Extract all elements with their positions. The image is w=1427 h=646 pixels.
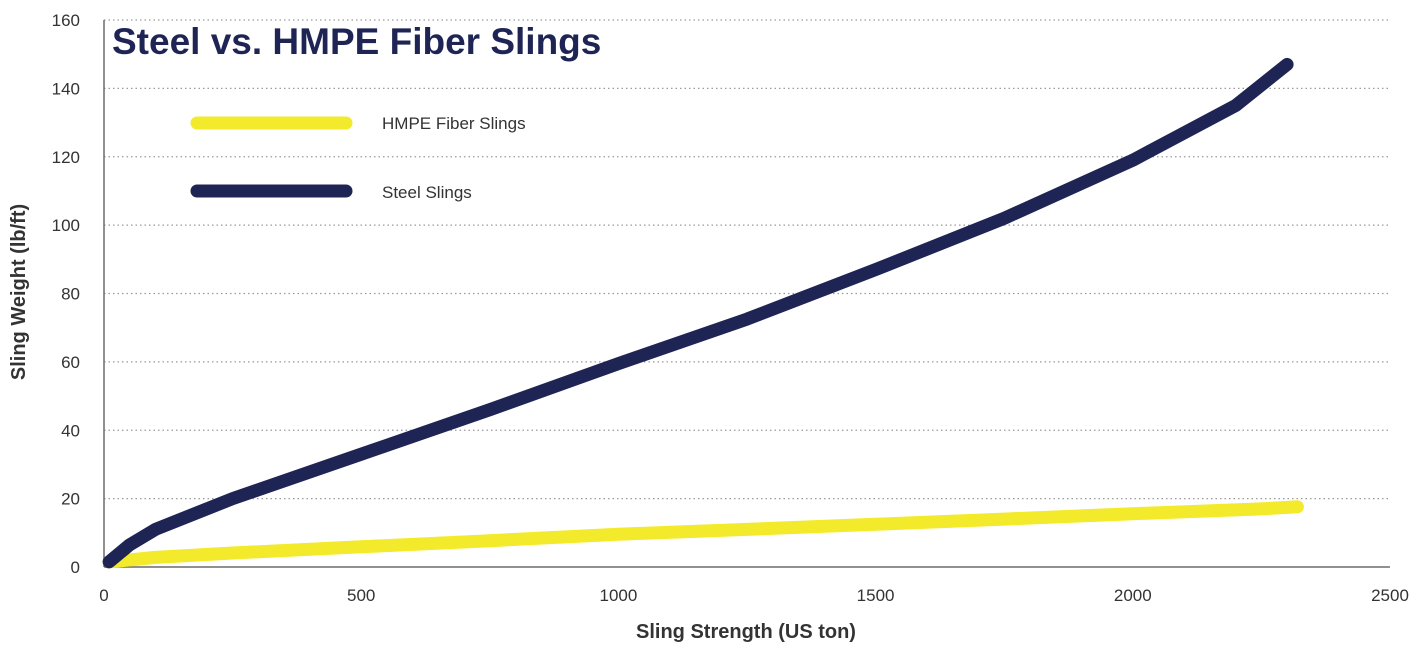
y-tick-label: 60	[61, 353, 80, 372]
legend: HMPE Fiber Slings Steel Slings	[190, 114, 526, 202]
x-tick-labels: 0 500 1000 1500 2000 2500	[99, 586, 1409, 605]
y-tick-label: 100	[52, 216, 80, 235]
y-tick-label: 20	[61, 490, 80, 509]
x-tick-label: 0	[99, 586, 108, 605]
x-tick-label: 1000	[599, 586, 637, 605]
legend-label-hmpe: HMPE Fiber Slings	[382, 114, 526, 133]
y-tick-label: 40	[61, 421, 80, 440]
y-tick-label: 140	[52, 79, 80, 98]
series-lines	[102, 57, 1304, 569]
x-tick-label: 1500	[857, 586, 895, 605]
gridlines	[104, 19, 1390, 500]
y-tick-label: 160	[52, 11, 80, 30]
x-tick-label: 2000	[1114, 586, 1152, 605]
y-tick-label: 120	[52, 148, 80, 167]
y-tick-label: 0	[71, 558, 80, 577]
legend-label-steel: Steel Slings	[382, 183, 472, 202]
y-tick-labels: 0 20 40 60 80 100 120 140 160	[52, 11, 80, 577]
x-axis-title: Sling Strength (US ton)	[636, 621, 856, 643]
series-line-steel	[102, 57, 1294, 569]
x-tick-label: 2500	[1371, 586, 1409, 605]
series-line-hmpe	[102, 500, 1304, 569]
y-axis-title: Sling Weight (lb/ft)	[8, 204, 30, 380]
axes	[103, 20, 1390, 568]
x-tick-label: 500	[347, 586, 375, 605]
y-tick-label: 80	[61, 285, 80, 304]
chart-title: Steel vs. HMPE Fiber Slings	[112, 21, 601, 62]
